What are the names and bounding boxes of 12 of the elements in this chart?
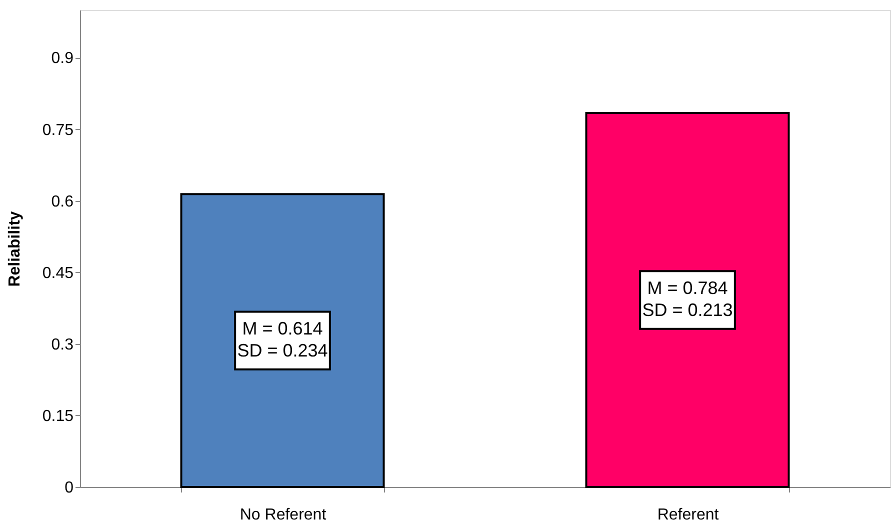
- y-tick-label: 0: [64, 480, 74, 496]
- y-axis-title: Reliability: [6, 211, 24, 287]
- data-label: M = 0.614 SD = 0.234: [237, 318, 328, 361]
- y-tick-label: 0.45: [42, 264, 74, 282]
- y-tick-label: 0.15: [42, 408, 74, 425]
- y-tick-label: 0.3: [51, 336, 74, 354]
- data-label: M = 0.784 SD = 0.213: [642, 278, 733, 320]
- y-tick-label: 0.6: [51, 193, 74, 210]
- y-tick-label: 0.9: [51, 50, 74, 68]
- x-tick-label: Referent: [657, 506, 720, 524]
- y-tick-label: 0.75: [42, 122, 74, 139]
- x-tick-label: No Referent: [240, 506, 327, 524]
